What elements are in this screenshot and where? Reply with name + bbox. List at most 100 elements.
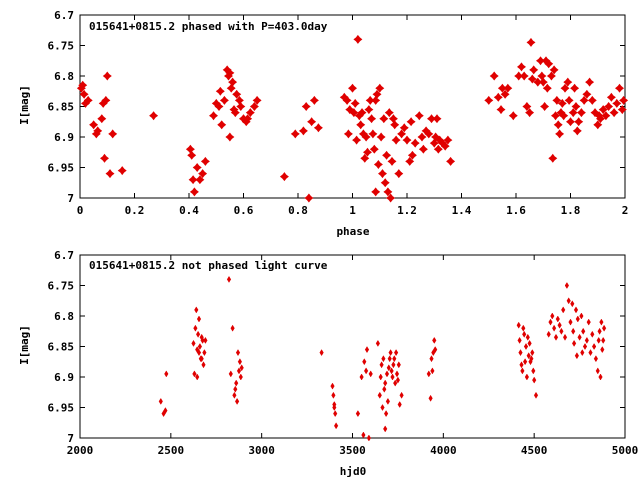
phased-y-axis-label: I[mag]: [18, 85, 31, 125]
unphased-data-point: [399, 391, 404, 399]
phased-data-point: [368, 129, 378, 139]
phased-data-point: [214, 102, 224, 111]
phased-data-point: [601, 111, 611, 121]
unphased-data-point: [364, 367, 369, 375]
unphased-data-point: [428, 394, 433, 402]
unphased-y-tick-label: 6.85: [48, 341, 75, 354]
unphased-data-point: [555, 315, 560, 323]
unphased-data-point: [193, 324, 198, 332]
unphased-data-point: [203, 336, 208, 344]
unphased-data-point: [433, 346, 438, 354]
unphased-data-point: [573, 306, 579, 314]
phased-data-point: [348, 83, 357, 93]
unphased-data-point: [364, 346, 370, 354]
unphased-data-point: [557, 321, 562, 329]
unphased-data-point: [523, 358, 528, 366]
phased-data-point: [101, 95, 111, 105]
unphased-data-point: [230, 324, 235, 332]
phased-data-point: [390, 120, 400, 130]
unphased-data-point: [332, 404, 337, 411]
unphased-data-point: [394, 370, 400, 378]
phased-data-point: [519, 71, 529, 81]
unphased-data-point: [599, 318, 604, 326]
phased-data-point: [232, 89, 242, 99]
unphased-data-point: [226, 275, 232, 283]
phased-data-point: [356, 120, 366, 130]
unphased-data-point: [390, 373, 395, 381]
unphased-data-point: [570, 300, 575, 308]
phased-data-point: [570, 83, 580, 93]
unphased-data-point: [529, 355, 534, 363]
unphased-data-point: [395, 376, 400, 384]
unphased-data-point: [524, 373, 529, 381]
unphased-data-point: [388, 349, 393, 357]
phased-data-point: [360, 153, 370, 163]
phased-data-point: [525, 108, 535, 118]
phased-data-point: [566, 117, 575, 127]
phased-data-point: [117, 166, 127, 176]
phased-data-point: [349, 108, 359, 118]
phased-data-point: [508, 111, 518, 121]
unphased-data-point: [523, 343, 529, 350]
phased-data-point: [549, 65, 559, 75]
phased-data-point: [383, 187, 393, 197]
unphased-data-point: [568, 318, 573, 326]
phased-data-point: [587, 95, 597, 105]
unphased-data-point: [600, 346, 605, 354]
unphased-data-point: [516, 321, 521, 329]
phased-data-point: [79, 89, 89, 99]
phased-data-point: [350, 98, 360, 108]
phased-light-curve-panel: 015641+0815.2 phased with P=403.0day pha…: [18, 9, 628, 238]
phased-x-tick-label: 0.2: [125, 204, 145, 217]
unphased-chart-title: 015641+0815.2 not phased light curve: [89, 259, 328, 272]
unphased-data-point: [192, 370, 197, 378]
unphased-data-point: [521, 324, 526, 332]
phased-data-point: [252, 95, 262, 105]
phased-data-point: [391, 135, 401, 145]
phased-data-point: [373, 160, 383, 169]
unphased-data-point: [391, 361, 396, 369]
unphased-data-point: [596, 336, 601, 344]
unphased-data-point: [387, 355, 392, 363]
phased-data-point: [380, 178, 390, 188]
phased-y-tick-label: 6.8: [54, 70, 74, 83]
phased-data-point: [307, 117, 317, 127]
unphased-data-point: [394, 349, 399, 357]
phased-data-point: [402, 135, 412, 145]
phased-data-point: [357, 108, 367, 118]
phased-data-point: [187, 150, 197, 160]
phased-data-point: [544, 59, 554, 69]
phased-data-point: [500, 89, 510, 99]
phased-data-point: [215, 86, 225, 96]
phased-data-point: [590, 108, 600, 118]
unphased-data-point: [158, 397, 163, 405]
phased-x-axis-label: phase: [336, 225, 369, 238]
phased-data-point: [397, 129, 407, 139]
unphased-data-point: [430, 367, 435, 375]
phased-data-point: [363, 147, 372, 157]
unphased-data-point: [550, 312, 555, 320]
phased-data-point: [342, 95, 352, 105]
unphased-data-point: [232, 391, 237, 399]
unphased-data-point: [597, 327, 602, 335]
phased-data-point: [538, 77, 548, 87]
unphased-data-point: [362, 358, 367, 366]
phased-data-point: [446, 156, 456, 166]
unphased-data-point: [199, 355, 204, 363]
unphased-data-point: [518, 349, 523, 357]
unphased-data-point: [526, 352, 531, 360]
phased-data-point: [568, 108, 578, 118]
phased-data-point: [418, 144, 428, 154]
unphased-data-point: [601, 336, 606, 344]
unphased-data-point: [331, 391, 336, 399]
phased-data-point: [546, 71, 556, 81]
unphased-data-point: [546, 330, 551, 338]
unphased-y-tick-label: 6.7: [54, 249, 74, 262]
unphased-data-point: [234, 379, 239, 387]
unphased-data-point: [559, 327, 564, 335]
phased-data-point: [503, 83, 513, 93]
phased-data-point: [527, 74, 537, 84]
unphased-data-point: [548, 318, 553, 326]
phased-data-point: [352, 135, 362, 145]
